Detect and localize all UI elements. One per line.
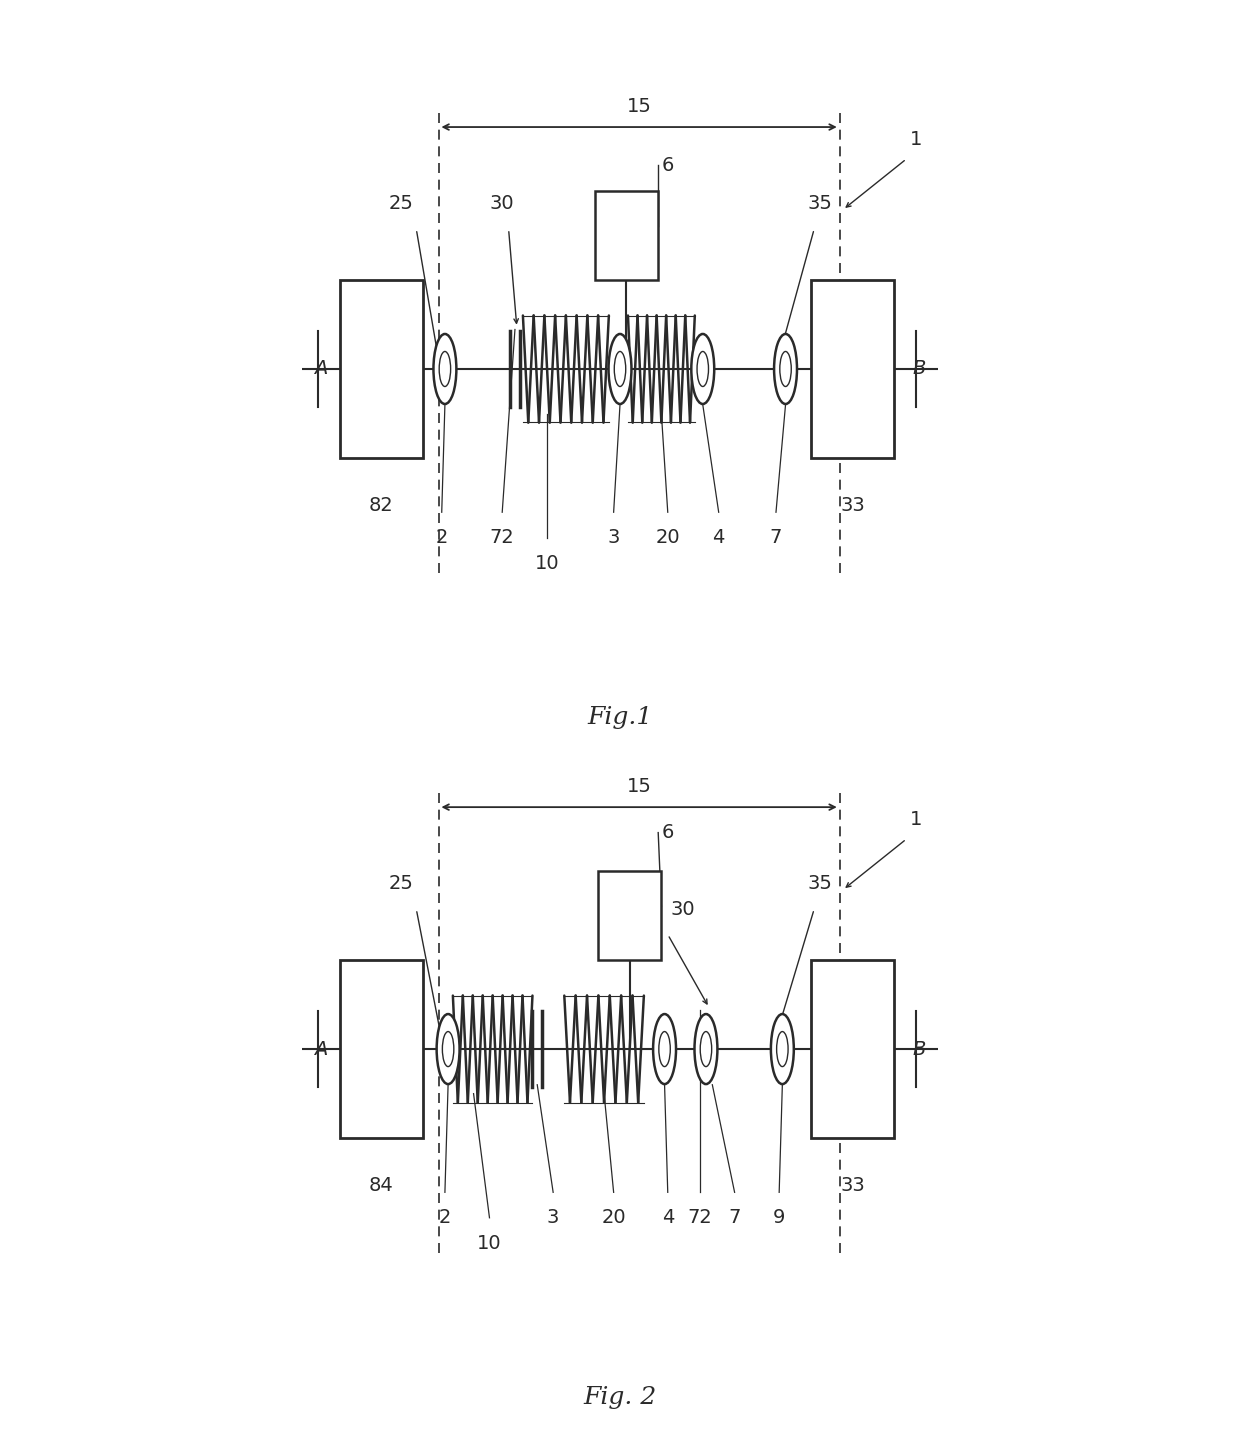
- Text: 7: 7: [770, 528, 782, 547]
- Text: 72: 72: [490, 528, 515, 547]
- Bar: [811, 279, 894, 459]
- Text: 30: 30: [671, 900, 696, 919]
- Ellipse shape: [609, 334, 631, 404]
- Text: 7: 7: [728, 1208, 740, 1227]
- Ellipse shape: [614, 352, 626, 386]
- Text: 20: 20: [656, 528, 680, 547]
- Text: 9: 9: [773, 1208, 785, 1227]
- Ellipse shape: [658, 1032, 671, 1066]
- Text: 72: 72: [687, 1208, 712, 1227]
- Bar: [340, 279, 423, 459]
- Text: 4: 4: [713, 528, 725, 547]
- Text: 15: 15: [626, 97, 651, 116]
- Text: Fig.1: Fig.1: [588, 706, 652, 729]
- Text: 84: 84: [368, 1176, 393, 1195]
- Ellipse shape: [653, 1014, 676, 1084]
- Ellipse shape: [774, 334, 797, 404]
- Text: 10: 10: [477, 1234, 502, 1253]
- Ellipse shape: [439, 352, 450, 386]
- Bar: [594, 191, 658, 279]
- Text: B: B: [913, 359, 926, 379]
- Ellipse shape: [780, 352, 791, 386]
- Ellipse shape: [771, 1014, 794, 1084]
- Text: 25: 25: [388, 874, 413, 893]
- Text: Fig. 2: Fig. 2: [583, 1386, 657, 1409]
- Text: 25: 25: [388, 194, 413, 213]
- Text: 2: 2: [439, 1208, 451, 1227]
- Ellipse shape: [434, 334, 456, 404]
- Text: A: A: [314, 1039, 327, 1059]
- Ellipse shape: [436, 1014, 460, 1084]
- Text: 30: 30: [490, 194, 515, 213]
- Text: 33: 33: [839, 496, 864, 515]
- Ellipse shape: [692, 334, 714, 404]
- Text: 1: 1: [910, 130, 923, 149]
- Ellipse shape: [443, 1032, 454, 1066]
- Text: 4: 4: [662, 1208, 673, 1227]
- Text: 35: 35: [807, 874, 833, 893]
- Ellipse shape: [694, 1014, 718, 1084]
- Text: 33: 33: [839, 1176, 864, 1195]
- Ellipse shape: [697, 352, 708, 386]
- Text: 6: 6: [661, 156, 673, 175]
- Ellipse shape: [701, 1032, 712, 1066]
- Text: 82: 82: [368, 496, 393, 515]
- Text: 3: 3: [547, 1208, 559, 1227]
- Bar: [811, 959, 894, 1139]
- Bar: [340, 959, 423, 1139]
- Text: 6: 6: [661, 823, 673, 842]
- Text: 35: 35: [807, 194, 833, 213]
- Text: 10: 10: [534, 554, 559, 573]
- Text: A: A: [314, 359, 327, 379]
- Text: 2: 2: [435, 528, 448, 547]
- Ellipse shape: [776, 1032, 789, 1066]
- Text: 3: 3: [608, 528, 620, 547]
- Text: 1: 1: [910, 810, 923, 829]
- Text: 20: 20: [601, 1208, 626, 1227]
- Bar: [598, 871, 661, 959]
- Text: 15: 15: [626, 777, 651, 796]
- Text: B: B: [913, 1039, 926, 1059]
